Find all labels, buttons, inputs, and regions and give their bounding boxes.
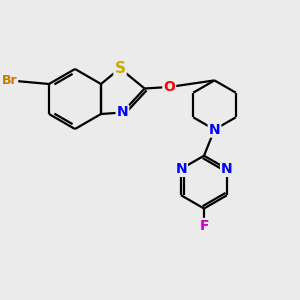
Text: N: N [209, 123, 220, 136]
Text: O: O [163, 80, 175, 94]
Text: N: N [221, 162, 233, 176]
Text: Br: Br [2, 74, 17, 88]
Text: F: F [199, 219, 209, 233]
Text: N: N [175, 162, 187, 176]
Text: N: N [117, 106, 128, 119]
Text: S: S [115, 61, 125, 76]
